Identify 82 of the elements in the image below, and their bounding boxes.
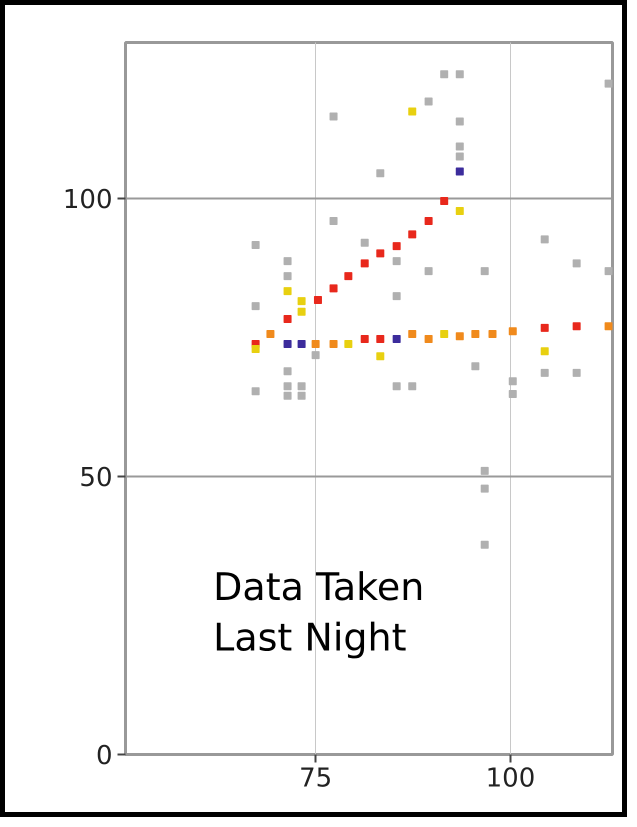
point — [284, 272, 292, 280]
point — [424, 217, 433, 226]
point — [314, 296, 322, 304]
point — [508, 390, 517, 398]
point — [392, 257, 401, 266]
point — [298, 392, 306, 400]
point — [540, 347, 549, 356]
point — [284, 382, 292, 390]
point — [572, 259, 581, 268]
point — [284, 392, 292, 400]
point — [376, 334, 384, 343]
point — [330, 340, 338, 348]
point — [360, 259, 369, 268]
point — [252, 240, 260, 249]
point — [312, 351, 320, 360]
point — [330, 217, 338, 226]
point — [298, 340, 306, 348]
point — [480, 466, 489, 475]
point — [440, 70, 448, 78]
point — [456, 117, 464, 126]
point — [298, 308, 306, 316]
point — [424, 97, 433, 106]
y-tick-label: 100 — [62, 184, 113, 215]
point — [540, 324, 549, 332]
point — [392, 382, 401, 390]
point — [424, 267, 433, 276]
point — [252, 302, 260, 310]
point — [456, 152, 464, 161]
y-tick-label: 50 — [79, 462, 113, 493]
x-tick-label: 75 — [299, 764, 332, 794]
point — [572, 322, 581, 330]
point — [330, 284, 338, 292]
point — [456, 70, 464, 78]
point — [252, 344, 260, 353]
point — [266, 330, 274, 338]
point — [471, 362, 480, 370]
point — [284, 314, 292, 323]
point — [298, 297, 306, 306]
point — [456, 332, 464, 340]
point — [456, 142, 464, 151]
point — [376, 249, 384, 258]
point — [408, 230, 416, 238]
point — [480, 540, 489, 549]
point — [392, 292, 401, 300]
point — [604, 267, 612, 276]
point — [360, 238, 369, 247]
point — [480, 267, 489, 276]
point — [408, 107, 416, 116]
point — [456, 207, 464, 216]
point — [604, 322, 612, 330]
point — [572, 368, 581, 377]
point — [408, 330, 416, 338]
annotation: Data Taken Last Night — [213, 564, 424, 660]
point — [284, 287, 292, 296]
point — [252, 387, 260, 396]
point — [392, 334, 401, 343]
point — [284, 367, 292, 376]
point — [440, 330, 448, 338]
point — [540, 368, 549, 377]
point — [298, 382, 306, 390]
point — [508, 327, 517, 336]
point — [376, 169, 384, 178]
point — [508, 377, 517, 386]
point — [408, 382, 416, 390]
point — [392, 242, 401, 250]
point — [488, 330, 497, 338]
point — [344, 272, 352, 280]
point — [440, 197, 448, 206]
point — [284, 257, 292, 266]
point — [480, 484, 489, 493]
point — [284, 340, 292, 348]
point — [312, 340, 320, 348]
point — [471, 330, 480, 338]
point — [540, 235, 549, 244]
point — [376, 352, 384, 360]
point — [344, 340, 352, 348]
point — [360, 334, 369, 343]
point — [330, 112, 338, 120]
point — [604, 80, 612, 88]
y-tick-label: 0 — [96, 741, 113, 771]
point — [456, 168, 464, 176]
point — [424, 334, 433, 343]
